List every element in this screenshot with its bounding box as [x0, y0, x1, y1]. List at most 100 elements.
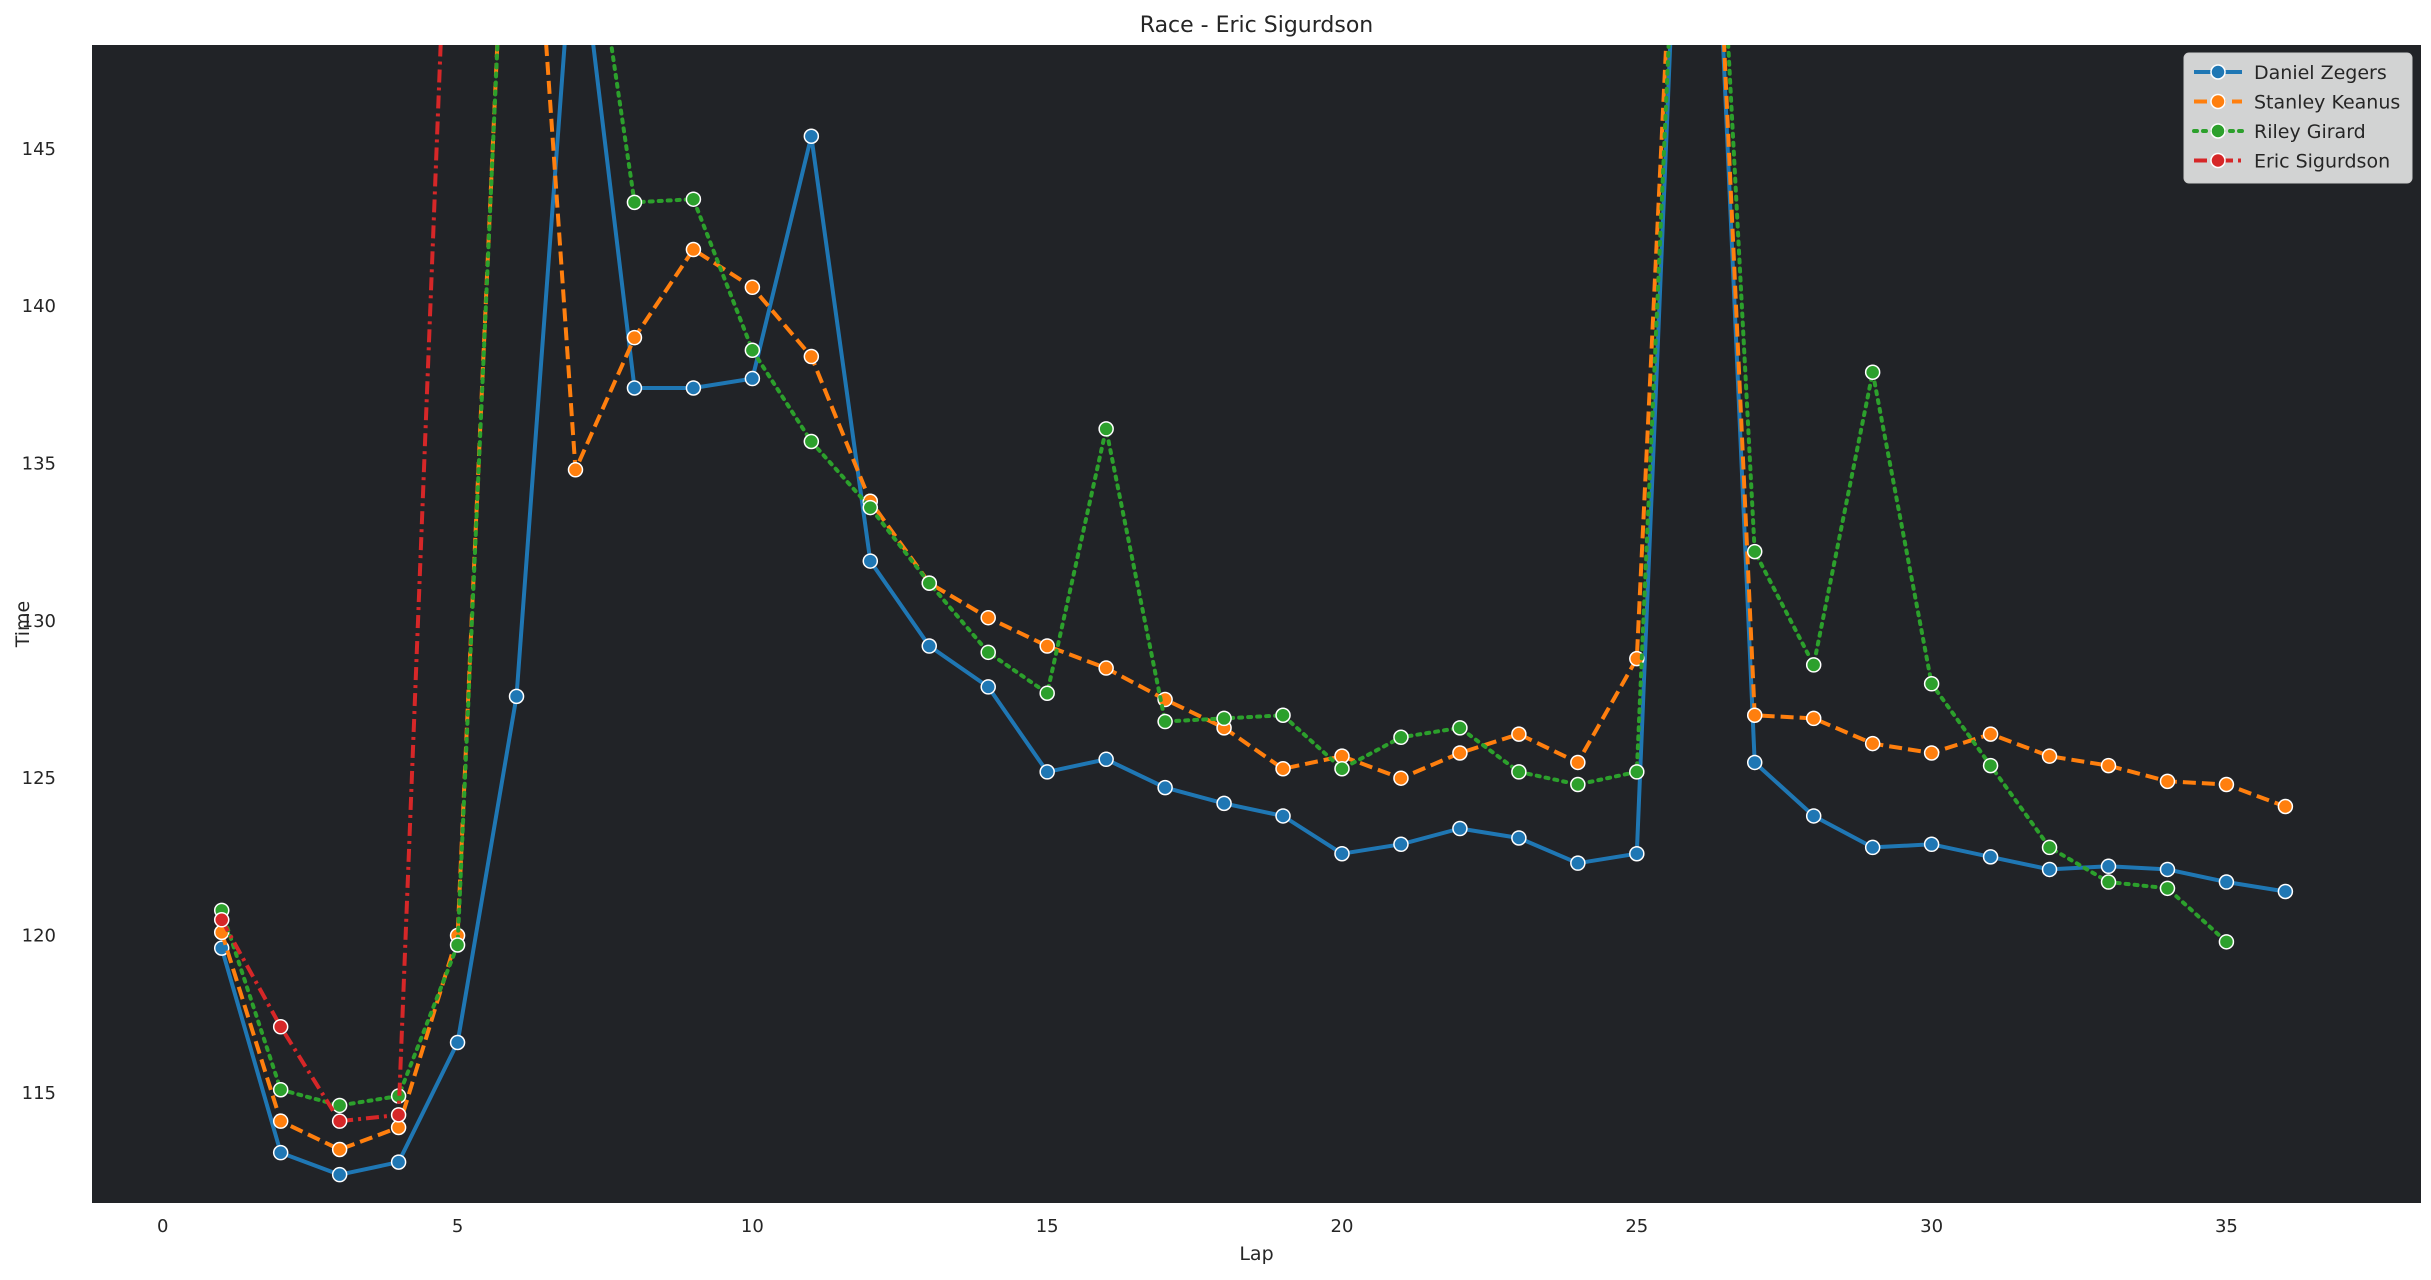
data-point-stanley-keanus [1805, 710, 1822, 727]
y-tick-label: 140 [22, 296, 56, 317]
data-point-stanley-keanus [2277, 798, 2294, 815]
x-tick-label: 30 [1920, 1216, 1943, 1237]
data-point-riley-girard [1570, 776, 1586, 793]
data-point-daniel-zegers [2159, 861, 2176, 878]
y-tick-label: 135 [22, 454, 56, 475]
data-point-stanley-keanus [744, 279, 761, 296]
data-point-stanley-keanus [1275, 761, 1291, 777]
legend-marker [2210, 152, 2226, 169]
data-point-eric-sigurdson [331, 1113, 348, 1129]
data-point-daniel-zegers [1746, 754, 1763, 771]
legend-label: Riley Girard [2254, 121, 2366, 143]
data-point-daniel-zegers [2218, 874, 2235, 890]
data-point-stanley-keanus [1746, 707, 1763, 724]
data-point-daniel-zegers [1805, 808, 1822, 824]
legend-label: Stanley Keanus [2254, 92, 2400, 114]
y-tick-label: 120 [22, 926, 56, 947]
data-point-stanley-keanus [1511, 726, 1527, 742]
legend-marker [2210, 93, 2226, 110]
data-point-riley-girard [1334, 761, 1350, 777]
legend-item-stanley-keanus: Stanley Keanus [2194, 92, 2400, 114]
data-point-daniel-zegers [331, 1166, 348, 1183]
data-point-stanley-keanus [685, 241, 702, 258]
data-point-riley-girard [2218, 934, 2235, 950]
data-point-daniel-zegers [390, 1154, 407, 1170]
legend-marker [2210, 123, 2226, 139]
data-point-daniel-zegers [2041, 861, 2058, 878]
y-tick-label: 125 [22, 768, 56, 789]
data-point-daniel-zegers [744, 370, 761, 387]
data-point-daniel-zegers [1864, 839, 1881, 856]
data-point-eric-sigurdson [213, 912, 230, 928]
data-point-daniel-zegers [449, 1034, 466, 1051]
data-point-stanley-keanus [272, 1113, 289, 1129]
legend-item-riley-girard: Riley Girard [2192, 121, 2366, 143]
chart-title: Race - Eric Sigurdson [1140, 13, 1373, 38]
series-line-eric-sigurdson [219, 45, 443, 1124]
data-point-stanley-keanus [331, 1141, 348, 1158]
data-point-stanley-keanus [2218, 776, 2235, 793]
data-point-riley-girard [449, 937, 466, 953]
data-point-daniel-zegers [1275, 808, 1291, 824]
data-point-eric-sigurdson [272, 1019, 289, 1035]
legend-item-daniel-zegers: Daniel Zegers [2194, 62, 2387, 84]
data-point-daniel-zegers [1098, 751, 1114, 768]
data-point-stanley-keanus [2100, 757, 2117, 774]
data-point-daniel-zegers [685, 380, 702, 396]
data-point-stanley-keanus [1570, 754, 1586, 771]
data-point-riley-girard [626, 194, 643, 211]
data-point-stanley-keanus [803, 348, 820, 365]
data-point-riley-girard [685, 191, 702, 207]
data-point-riley-girard [1864, 364, 1881, 381]
data-point-stanley-keanus [1039, 638, 1055, 654]
y-tick-label: 130 [22, 611, 56, 632]
data-point-riley-girard [980, 644, 996, 661]
x-tick-label: 15 [1036, 1216, 1059, 1237]
data-point-riley-girard [331, 1097, 348, 1114]
data-point-riley-girard [272, 1081, 289, 1098]
data-point-stanley-keanus [2041, 748, 2058, 764]
data-point-daniel-zegers [1511, 830, 1527, 846]
x-tick-label: 25 [1625, 1216, 1648, 1237]
data-point-riley-girard [1629, 764, 1645, 780]
plot-area [92, 45, 2421, 1203]
data-point-eric-sigurdson [390, 1107, 407, 1123]
data-point-daniel-zegers [626, 380, 643, 396]
x-axis-label: Lap [1239, 1243, 1273, 1265]
data-point-stanley-keanus [1452, 745, 1468, 761]
data-point-riley-girard [2041, 839, 2058, 856]
data-point-stanley-keanus [980, 609, 996, 626]
series-riley-girard [213, 45, 2235, 1114]
data-point-daniel-zegers [1629, 845, 1645, 862]
data-point-riley-girard [1098, 421, 1114, 437]
data-point-daniel-zegers [2100, 858, 2117, 875]
data-point-riley-girard [1511, 764, 1527, 780]
data-point-riley-girard [1982, 757, 1999, 774]
x-tick-label: 0 [157, 1216, 168, 1237]
data-point-daniel-zegers [272, 1144, 289, 1161]
x-tick-label: 10 [741, 1216, 764, 1237]
x-tick-label: 5 [452, 1216, 463, 1237]
data-point-riley-girard [1216, 710, 1232, 727]
data-point-riley-girard [803, 433, 820, 450]
data-point-daniel-zegers [2277, 883, 2294, 900]
data-point-stanley-keanus [567, 462, 584, 478]
data-point-daniel-zegers [1923, 836, 1940, 853]
data-point-daniel-zegers [862, 553, 879, 569]
data-point-daniel-zegers [980, 679, 996, 695]
data-point-daniel-zegers [803, 128, 820, 145]
y-tick-label: 115 [22, 1083, 56, 1104]
x-tick-label: 35 [2215, 1216, 2238, 1237]
data-point-riley-girard [1157, 713, 1173, 730]
data-point-stanley-keanus [1923, 745, 1940, 761]
data-point-riley-girard [1393, 729, 1409, 746]
data-point-daniel-zegers [1157, 779, 1173, 796]
data-point-daniel-zegers [508, 688, 525, 705]
series-daniel-zegers [213, 45, 2294, 1183]
data-point-stanley-keanus [626, 329, 643, 346]
data-point-daniel-zegers [1216, 795, 1232, 812]
data-point-riley-girard [1805, 657, 1822, 673]
legend-box [2183, 52, 2413, 184]
data-point-stanley-keanus [1393, 770, 1409, 786]
data-point-riley-girard [1452, 720, 1468, 736]
